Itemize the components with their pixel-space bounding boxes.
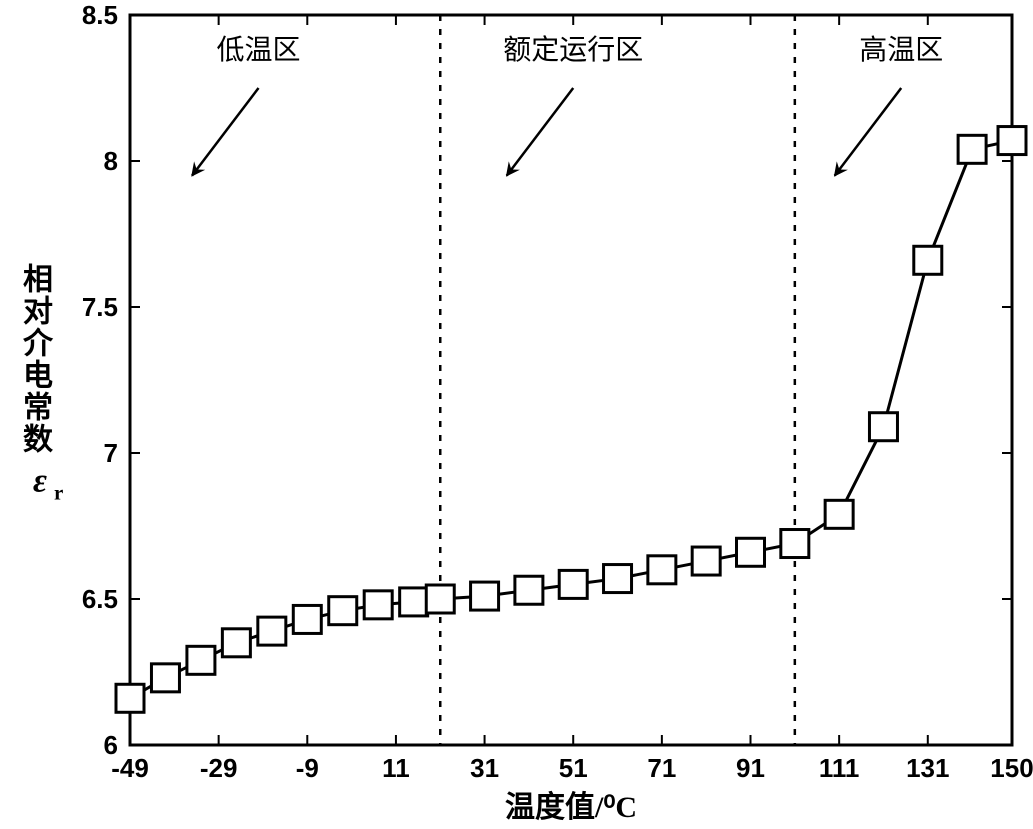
annotation-arrow — [507, 88, 573, 176]
data-marker — [222, 629, 250, 657]
y-tick-label: 7 — [104, 438, 118, 468]
data-marker — [187, 646, 215, 674]
x-tick-label: -9 — [296, 753, 319, 783]
data-marker — [559, 570, 587, 598]
chart-container: -49-29-9113151719111113115066.577.588.5温… — [0, 0, 1033, 829]
data-marker — [998, 127, 1026, 155]
x-tick-label: 111 — [819, 753, 860, 783]
data-marker — [914, 246, 942, 274]
data-marker — [825, 500, 853, 528]
annotation-arrow — [192, 88, 258, 176]
x-tick-label: 51 — [559, 753, 588, 783]
data-marker — [116, 684, 144, 712]
data-marker — [426, 585, 454, 613]
data-marker — [958, 135, 986, 163]
y-tick-label: 6 — [104, 730, 118, 760]
svg-text:相: 相 — [23, 264, 53, 297]
region-label: 低温区 — [217, 34, 301, 66]
svg-text:电: 电 — [23, 360, 53, 393]
data-marker — [151, 664, 179, 692]
data-marker — [293, 605, 321, 633]
svg-text:介: 介 — [22, 328, 54, 361]
data-marker — [604, 565, 632, 593]
data-marker — [648, 556, 676, 584]
y-tick-label: 8 — [104, 146, 118, 176]
x-tick-label: 31 — [470, 753, 499, 783]
x-tick-label: 131 — [906, 753, 949, 783]
y-tick-label: 7.5 — [82, 292, 118, 322]
svg-text:常: 常 — [23, 392, 53, 425]
y-tick-label: 8.5 — [82, 0, 118, 30]
x-tick-label: 91 — [736, 753, 765, 783]
chart-svg: -49-29-9113151719111113115066.577.588.5温… — [0, 0, 1033, 829]
data-marker — [364, 591, 392, 619]
x-axis-label: 温度值/⁰C — [505, 791, 637, 824]
x-tick-label: 71 — [647, 753, 676, 783]
svg-text:数: 数 — [23, 424, 54, 457]
x-tick-label: 150 — [990, 753, 1033, 783]
data-marker — [329, 597, 357, 625]
svg-text:对: 对 — [23, 296, 53, 329]
data-marker — [781, 530, 809, 558]
data-marker — [692, 547, 720, 575]
svg-text:r: r — [54, 481, 63, 505]
annotation-arrow — [835, 88, 901, 176]
data-marker — [737, 538, 765, 566]
data-marker — [258, 617, 286, 645]
svg-text:ε: ε — [33, 463, 47, 500]
y-tick-label: 6.5 — [82, 584, 118, 614]
region-label: 额定运行区 — [503, 34, 643, 66]
x-tick-label: 11 — [382, 753, 410, 783]
region-label: 高温区 — [859, 34, 943, 66]
data-marker — [869, 413, 897, 441]
data-marker — [471, 582, 499, 610]
data-marker — [515, 576, 543, 604]
data-marker — [400, 588, 428, 616]
x-tick-label: -29 — [200, 753, 238, 783]
y-axis-label: 相对介电常数εr — [22, 264, 63, 505]
